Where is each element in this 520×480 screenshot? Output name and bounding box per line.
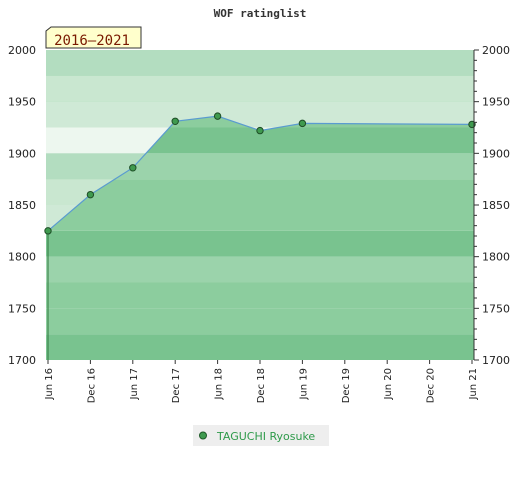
band <box>46 256 474 283</box>
y-tick-label-left: 1750 <box>8 302 36 315</box>
data-point <box>44 227 52 235</box>
y-tick-label-left: 1800 <box>8 251 36 264</box>
y-tick-label-left: 1850 <box>8 199 36 212</box>
band <box>46 308 474 335</box>
y-tick-label-right: 2000 <box>482 44 510 57</box>
x-tick-label: Dec 17 <box>171 368 182 403</box>
y-tick-label-right: 1950 <box>482 96 510 109</box>
band-light <box>46 101 474 128</box>
x-tick-label: Dec 18 <box>256 368 267 403</box>
data-point <box>129 164 137 172</box>
rating-line <box>47 115 473 232</box>
band <box>46 282 474 309</box>
data-point <box>86 190 95 199</box>
band <box>46 205 474 231</box>
y-tick-label-left: 2000 <box>8 44 36 57</box>
x-tick-label: Jun 21 <box>468 368 479 401</box>
y-axis-left: 1700 1750 1800 1850 1900 1950 2000 <box>8 44 36 367</box>
y-tick-label-right: 1900 <box>482 147 510 160</box>
period-label: 2016–2021 <box>54 33 130 49</box>
y-tick-label-left: 1950 <box>8 96 36 109</box>
x-tick-label: Jun 20 <box>383 368 394 401</box>
y-tick-label-left: 1700 <box>8 354 36 367</box>
legend-label: TAGUCHI Ryosuke <box>216 430 315 443</box>
x-tick-label: Dec 19 <box>341 368 352 403</box>
legend: TAGUCHI Ryosuke <box>193 425 329 446</box>
x-tick-label: Jun 19 <box>298 368 309 401</box>
data-point <box>298 119 307 128</box>
band <box>46 179 474 205</box>
band-light <box>46 50 474 76</box>
y-tick-label-right: 1850 <box>482 199 510 212</box>
data-point <box>171 117 179 126</box>
band <box>46 334 474 360</box>
x-tick-label: Dec 20 <box>426 368 437 403</box>
band <box>46 230 474 257</box>
y-tick-label-left: 1900 <box>8 147 36 160</box>
background-bands <box>46 50 474 360</box>
x-tick-label: Dec 16 <box>86 368 97 403</box>
y-tick-label-right: 1750 <box>482 302 510 315</box>
y-tick-label-right: 1700 <box>482 354 510 367</box>
data-point <box>213 112 222 120</box>
chart-title: WOF ratinglist <box>214 7 307 20</box>
band-light <box>46 75 474 102</box>
period-box: 2016–2021 <box>45 26 142 49</box>
x-tick-label: Jun 18 <box>214 368 225 401</box>
legend-marker <box>199 431 207 440</box>
y-tick-label-right: 1800 <box>482 251 510 264</box>
x-tick-label: Jun 17 <box>129 368 140 401</box>
x-axis: Jun 16 Dec 16 Jun 17 Dec 17 Jun 18 Dec 18 Jun … <box>44 360 479 403</box>
y-axis-right: 1700 1750 1800 1850 1900 1950 2000 <box>473 44 510 367</box>
x-tick-label: Jun 16 <box>44 368 55 401</box>
data-point <box>256 126 264 135</box>
